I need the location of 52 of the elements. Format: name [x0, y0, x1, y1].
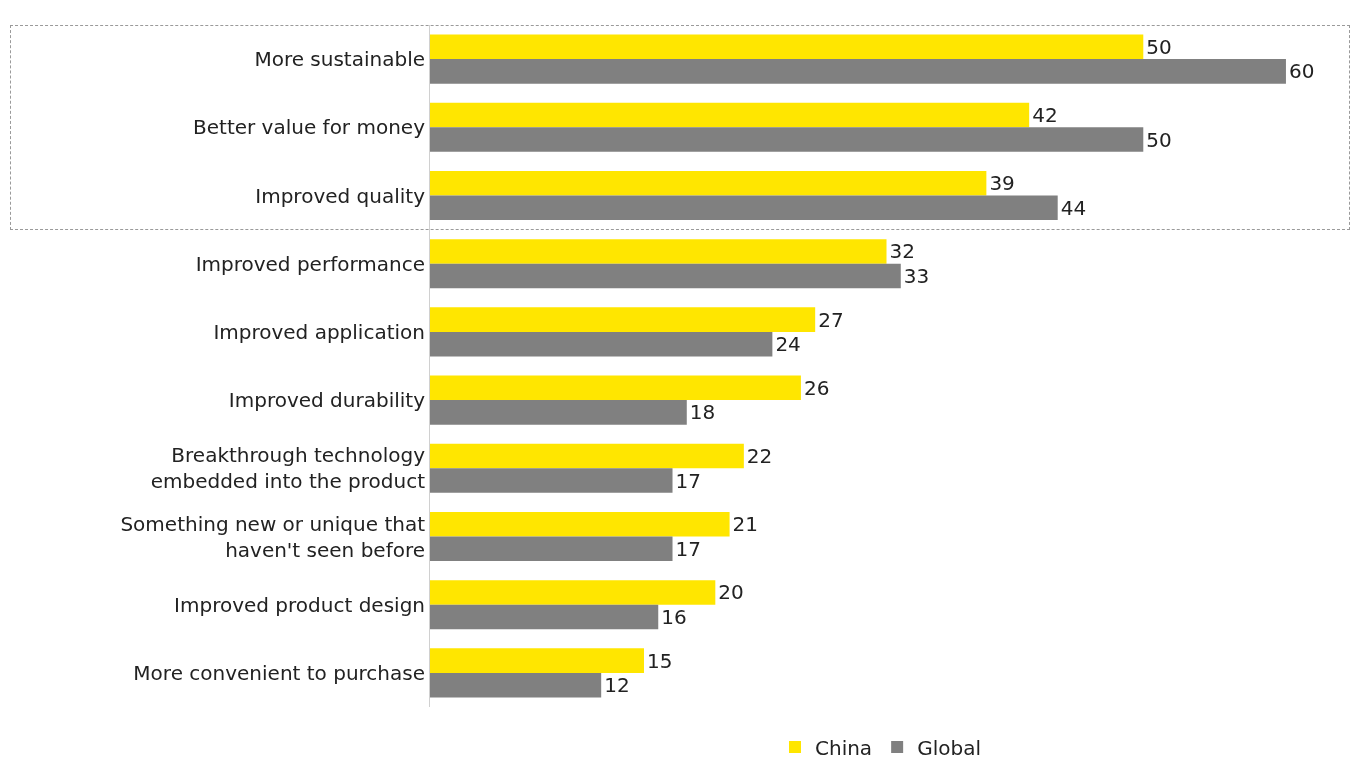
y-tick-label: More sustainable	[254, 47, 425, 72]
legend-label: China	[815, 735, 873, 760]
bar	[430, 34, 1144, 60]
data-label: 22	[746, 444, 773, 469]
data-label: 12	[604, 673, 630, 698]
y-tick-label: More convenient to purchase	[133, 660, 425, 685]
bar	[430, 195, 1058, 221]
y-tick-label: Improved durability	[228, 388, 426, 413]
data-label: 17	[675, 536, 701, 561]
data-label: 18	[689, 400, 716, 425]
y-tick-label: Better value for money	[193, 115, 426, 140]
data-label: 24	[775, 332, 801, 357]
bar	[430, 331, 773, 357]
bar	[430, 443, 744, 469]
data-label: 27	[818, 307, 844, 332]
bar	[430, 648, 644, 673]
bar	[430, 263, 901, 289]
data-label: 21	[732, 512, 759, 537]
bar	[430, 580, 716, 605]
y-tick-label: Improved performance	[195, 251, 425, 276]
bar	[430, 468, 673, 493]
data-label: 16	[661, 604, 687, 629]
legend-label: Global	[917, 735, 981, 760]
bar	[430, 536, 673, 562]
data-label: 39	[989, 171, 1015, 196]
data-label: 15	[646, 648, 673, 673]
data-label: 50	[1146, 127, 1172, 152]
y-tick-label: Improved quality	[255, 183, 426, 208]
bar	[430, 307, 816, 332]
y-tick-label: Improved product design	[174, 592, 425, 617]
data-label: 42	[1032, 103, 1058, 128]
data-label: 20	[718, 580, 744, 605]
bar	[430, 672, 602, 698]
data-label: 26	[803, 375, 830, 400]
data-label: 32	[889, 239, 915, 264]
bar	[430, 59, 1286, 84]
bar	[430, 511, 730, 537]
data-label: 17	[675, 468, 701, 493]
bar	[430, 239, 887, 264]
data-label: 33	[903, 263, 930, 288]
y-tick-label: Something new or unique that haven't seen before	[120, 511, 426, 562]
bar	[430, 375, 801, 401]
data-label: 44	[1060, 195, 1087, 220]
bar	[430, 170, 987, 196]
data-label: 50	[1146, 34, 1172, 59]
data-label: 60	[1288, 59, 1315, 84]
bar	[430, 127, 1144, 152]
y-tick-label: Breakthrough technology embedded into the product	[150, 443, 426, 494]
y-tick-label: Improved application	[213, 319, 425, 344]
bar	[430, 400, 687, 425]
bar	[430, 604, 659, 630]
bar	[430, 102, 1030, 128]
